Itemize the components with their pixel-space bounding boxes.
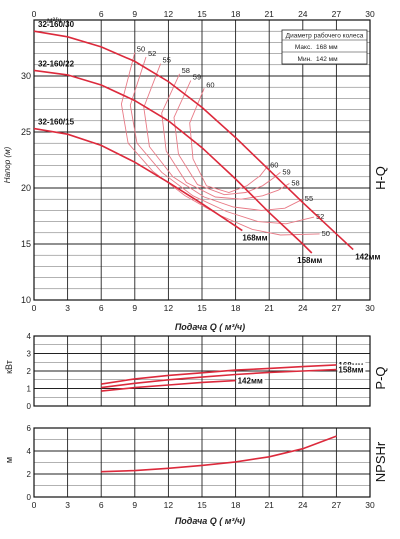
x-tick-label: 24: [298, 303, 308, 313]
legend-max-label: Макс.: [295, 44, 312, 51]
hq-x-axis-label: Подача Q ( м³/ч): [175, 322, 245, 332]
x-tick-label: 21: [264, 500, 274, 510]
x-tick-label: 18: [231, 303, 241, 313]
y-tick-label: 20: [21, 183, 31, 193]
top-x-tick-label: 18: [231, 9, 241, 19]
top-x-tick-label: 21: [264, 9, 274, 19]
legend-min-value: 142 мм: [316, 56, 338, 63]
x-tick-label: 0: [32, 500, 37, 510]
series-name-label: 32-160/15: [38, 118, 75, 127]
x-tick-label: 3: [65, 303, 70, 313]
pq-y-axis-label: кВт: [4, 360, 14, 374]
x-tick-label: 27: [332, 303, 342, 313]
top-x-tick-label: 15: [197, 9, 207, 19]
y-tick-label: 1: [27, 385, 32, 394]
diameter-label: 158мм: [297, 256, 322, 265]
npsh-y-axis-label: м: [4, 457, 14, 463]
x-tick-label: 15: [197, 303, 207, 313]
top-x-tick-label: 6: [99, 9, 104, 19]
y-tick-label: 10: [21, 295, 31, 305]
iso-efficiency-line-50: [121, 53, 319, 236]
legend-max-value: 168 мм: [316, 44, 338, 51]
series-name-label: 32-160/22: [38, 59, 75, 68]
x-tick-label: 21: [264, 303, 274, 313]
y-tick-label: 30: [21, 71, 31, 81]
iso-efficiency-label: 52: [148, 49, 156, 58]
y-tick-label: 25: [21, 127, 31, 137]
iso-efficiency-label: 55: [163, 56, 171, 65]
x-tick-label: 6: [99, 500, 104, 510]
diameter-label: 168мм: [242, 234, 267, 243]
iso-efficiency-line-52: [130, 57, 314, 224]
x-tick-label: 6: [99, 303, 104, 313]
series-name-label: 142мм: [238, 377, 263, 386]
iso-efficiency-label: 50: [137, 44, 145, 53]
top-x-tick-label: 30: [365, 9, 375, 19]
iso-efficiency-label: 59: [282, 167, 290, 176]
iso-efficiency-label: 58: [182, 66, 190, 75]
impeller-diameter-legend: Диаметр рабочего колеса Макс. 168 мм Мин…: [282, 30, 367, 64]
iso-efficiency-label: 60: [270, 161, 278, 170]
x-tick-label: 12: [164, 303, 174, 313]
top-x-tick-label: 0: [32, 9, 37, 19]
npsh-x-axis-label: Подача Q ( м³/ч): [175, 516, 245, 526]
y-tick-label: 4: [27, 332, 32, 341]
x-tick-label: 9: [132, 303, 137, 313]
hq-chart-title: H-Q: [373, 166, 388, 190]
x-tick-label: 12: [164, 500, 174, 510]
iso-efficiency-label: 59: [193, 72, 201, 81]
iso-efficiency-label: 50: [322, 229, 330, 238]
x-tick-label: 30: [365, 303, 375, 313]
pq-chart-title: P-Q: [373, 366, 388, 389]
y-tick-label: 2: [27, 470, 32, 479]
pq-chart: 01234168мм158мм142мм: [27, 332, 370, 411]
diameter-label: 142мм: [355, 253, 380, 262]
iso-efficiency-label: 60: [206, 80, 214, 89]
top-x-tick-label: 24: [298, 9, 308, 19]
top-x-tick-label: 12: [164, 9, 174, 19]
y-tick-label: 15: [21, 239, 31, 249]
legend-title: Диаметр рабочего колеса: [286, 32, 364, 40]
y-tick-label: 6: [27, 424, 32, 433]
y-tick-label: 2: [27, 367, 32, 376]
iso-efficiency-label: 58: [291, 179, 299, 188]
x-tick-label: 24: [298, 500, 308, 510]
x-tick-label: 15: [197, 500, 207, 510]
top-x-tick-label: 27: [332, 9, 342, 19]
npsh-chart-title: NPSHr: [373, 441, 388, 482]
x-tick-label: 18: [231, 500, 241, 510]
x-tick-label: 3: [65, 500, 70, 510]
hq-top-axis-unit: м³/ч: [47, 16, 62, 25]
series-line: [101, 436, 336, 472]
x-tick-label: 30: [365, 500, 375, 510]
x-tick-label: 27: [332, 500, 342, 510]
y-tick-label: 0: [27, 402, 32, 411]
y-tick-label: 4: [27, 447, 32, 456]
x-tick-label: 0: [32, 303, 37, 313]
top-x-tick-label: 9: [132, 9, 137, 19]
series-name-label: 158мм: [338, 366, 363, 375]
y-tick-label: 3: [27, 350, 32, 359]
iso-efficiency-label: 55: [305, 194, 313, 203]
legend-min-label: Мин.: [298, 56, 313, 63]
hq-y-axis-label: Напор (м): [3, 146, 12, 183]
x-tick-label: 9: [132, 500, 137, 510]
